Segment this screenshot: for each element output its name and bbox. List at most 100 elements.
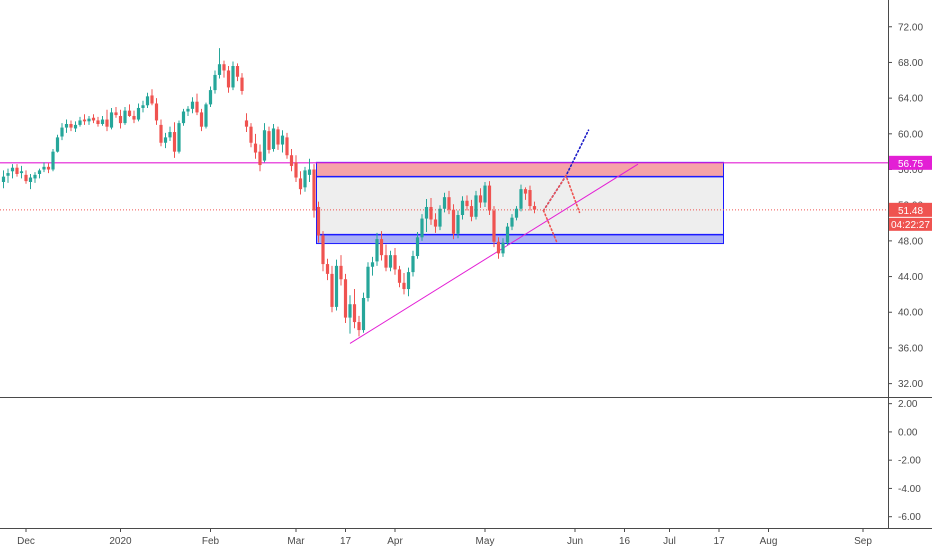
candle-body bbox=[136, 107, 141, 120]
candle-body bbox=[186, 108, 190, 112]
candle bbox=[298, 171, 303, 195]
candle-body bbox=[222, 64, 226, 71]
candle bbox=[433, 213, 438, 233]
candle bbox=[1, 170, 6, 189]
candle-body bbox=[505, 226, 510, 243]
candle bbox=[168, 126, 172, 141]
indicator-tick-label: -2.00 bbox=[898, 456, 921, 467]
candle bbox=[64, 119, 69, 133]
candle-body bbox=[91, 117, 96, 121]
candle-body bbox=[195, 101, 199, 113]
candle bbox=[447, 190, 451, 215]
candle-body bbox=[141, 105, 145, 108]
last-price-label: 51.48 bbox=[898, 206, 923, 217]
countdown-label: 04:22:27 bbox=[891, 220, 930, 231]
resistance-price-label: 56.75 bbox=[898, 159, 923, 170]
price-tick-label: 64.00 bbox=[898, 94, 923, 105]
candle bbox=[379, 231, 384, 261]
candle-body bbox=[433, 219, 438, 227]
candle-body bbox=[442, 197, 447, 209]
candle-body bbox=[105, 119, 109, 127]
candle-body bbox=[429, 206, 433, 220]
candle-body bbox=[460, 200, 465, 216]
candle-body bbox=[357, 322, 361, 331]
candle bbox=[487, 181, 492, 216]
candle bbox=[532, 201, 537, 214]
candle-body bbox=[154, 103, 159, 121]
candle bbox=[325, 258, 330, 281]
candle bbox=[388, 250, 393, 272]
candle bbox=[393, 248, 397, 275]
candle-body bbox=[150, 95, 154, 104]
candle-body bbox=[231, 66, 235, 88]
candle-body bbox=[271, 128, 276, 149]
indicator-tick-label: 2.00 bbox=[898, 399, 918, 410]
candle bbox=[114, 107, 118, 118]
candle-body bbox=[316, 206, 321, 236]
candle-body bbox=[528, 190, 532, 207]
candle bbox=[402, 272, 406, 295]
candle bbox=[24, 170, 28, 184]
candle bbox=[316, 201, 321, 243]
candle bbox=[384, 244, 388, 272]
candle bbox=[91, 114, 96, 124]
candle-body bbox=[424, 206, 429, 219]
countdown-badge bbox=[889, 217, 932, 231]
candle bbox=[406, 267, 411, 297]
candle bbox=[46, 163, 51, 174]
candle bbox=[258, 144, 262, 172]
candle-body bbox=[514, 208, 519, 218]
candle bbox=[240, 73, 244, 95]
candle-body bbox=[420, 218, 424, 238]
candle-body bbox=[258, 151, 262, 166]
candle-body bbox=[244, 120, 249, 127]
candle-body bbox=[438, 208, 442, 227]
bearish-projection-path bbox=[542, 173, 581, 214]
time-tick-label: Jun bbox=[567, 536, 583, 547]
candle-body bbox=[280, 135, 285, 145]
candle bbox=[505, 223, 510, 246]
candle-body bbox=[181, 111, 186, 124]
candle-body bbox=[285, 137, 289, 156]
indicator-axis-ticks: 2.00 0.00 -2.00 -4.00 -6.00 bbox=[888, 399, 921, 523]
candle bbox=[199, 108, 204, 132]
candle bbox=[375, 232, 379, 266]
candle-body bbox=[235, 66, 240, 77]
candle-body bbox=[487, 185, 492, 211]
last-price-badge bbox=[889, 202, 932, 217]
candle bbox=[37, 168, 42, 179]
candle-body bbox=[465, 200, 469, 207]
candle bbox=[510, 214, 514, 231]
candle bbox=[118, 109, 123, 129]
candle bbox=[303, 166, 307, 192]
candle bbox=[15, 164, 19, 177]
price-tick-label: 32.00 bbox=[898, 379, 923, 390]
candle bbox=[235, 63, 240, 82]
price-tick-label: 72.00 bbox=[898, 22, 923, 33]
candle bbox=[366, 262, 370, 302]
candle-body bbox=[375, 239, 379, 262]
candle-body bbox=[123, 110, 127, 124]
candle-body bbox=[307, 169, 312, 175]
candle bbox=[438, 205, 442, 231]
candle bbox=[456, 210, 460, 239]
candle bbox=[429, 198, 433, 225]
candle bbox=[100, 115, 105, 126]
candle-body bbox=[402, 282, 406, 290]
candle bbox=[222, 60, 226, 78]
candle bbox=[370, 256, 375, 276]
candle-body bbox=[6, 173, 10, 176]
candle bbox=[159, 119, 163, 147]
indicator-tick-label: -4.00 bbox=[898, 484, 921, 495]
candle-body bbox=[226, 70, 231, 88]
time-tick-label: Dec bbox=[17, 536, 35, 547]
candle-body bbox=[96, 120, 100, 125]
candle bbox=[339, 255, 343, 286]
candle bbox=[465, 195, 469, 211]
candle-body bbox=[312, 169, 316, 211]
candle bbox=[348, 295, 352, 334]
candle bbox=[60, 123, 64, 141]
candle bbox=[213, 70, 217, 94]
